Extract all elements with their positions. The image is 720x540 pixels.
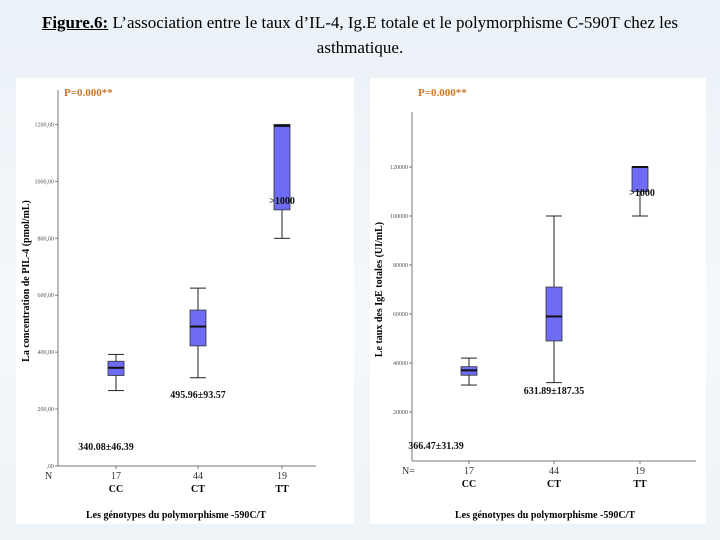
y-tick-label: 60000 xyxy=(393,312,408,318)
figure-caption: L’association entre le taux d’IL-4, Ig.E… xyxy=(108,13,679,57)
y-tick-label: 40000 xyxy=(393,361,408,367)
value-label: >1000 xyxy=(269,196,295,207)
y-tick-label: 1000,00 xyxy=(35,179,55,185)
box-ct xyxy=(189,309,207,347)
category-label: CT xyxy=(547,479,561,490)
value-label: >1000 xyxy=(629,188,655,199)
figure-title: Figure.6: L’association entre le taux d’… xyxy=(0,10,720,60)
y-tick-label: 20000 xyxy=(393,410,408,416)
n-count-label: 19 xyxy=(277,471,287,482)
y-tick-label: 600,00 xyxy=(38,293,55,299)
il4-boxplot: P=0.000** ,00 200,00 400,00 600,00 800,00 1000… xyxy=(21,87,316,521)
y-axis-label: La concentration de PIL-4 (pmol/mL) xyxy=(21,200,32,362)
y-tick-label: ,00 xyxy=(47,464,55,470)
y-tick-label: 1200,00 xyxy=(35,122,55,128)
x-axis-label: Les génotypes du polymorphisme -590C/T xyxy=(86,510,266,521)
y-axis-label: Le taux des IgE totales (UI/mL) xyxy=(374,222,385,357)
value-label: 631.89±187.35 xyxy=(524,386,585,397)
n-count-label: 19 xyxy=(635,466,645,477)
category-label: TT xyxy=(633,479,647,490)
y-tick-label: 400,00 xyxy=(38,350,55,356)
p-value-annotation: P=0.000** xyxy=(418,87,467,99)
value-label: 366.47±31.39 xyxy=(408,441,464,452)
y-tick-label: 80000 xyxy=(393,263,408,269)
il4-chart-panel: P=0.000** ,00 200,00 400,00 600,00 800,00 1000… xyxy=(16,78,354,524)
figure-label: Figure.6: xyxy=(41,13,109,32)
n-count-label: 17 xyxy=(464,466,474,477)
category-label: CC xyxy=(109,484,123,495)
box-ct xyxy=(545,286,563,342)
n-label: N= xyxy=(402,466,415,477)
ige-boxplot: P=0.000** 20000 40000 60000 80000 100000 12000… xyxy=(374,87,696,521)
box-tt xyxy=(273,124,291,211)
value-label: 495.96±93.57 xyxy=(170,390,226,401)
n-count-label: 17 xyxy=(111,471,121,482)
p-value-annotation: P=0.000** xyxy=(64,87,113,99)
n-count-label: 44 xyxy=(193,471,203,482)
n-count-label: 44 xyxy=(549,466,559,477)
x-axis-label: Les génotypes du polymorphisme -590C/T xyxy=(455,510,635,521)
y-tick-label: 100000 xyxy=(390,214,408,220)
y-tick-label: 120000 xyxy=(390,165,408,171)
n-label: N xyxy=(45,471,52,482)
y-tick-label: 200,00 xyxy=(38,407,55,413)
ige-chart-panel: P=0.000** 20000 40000 60000 80000 100000 12000… xyxy=(370,78,706,524)
category-label: CC xyxy=(462,479,476,490)
category-label: TT xyxy=(275,484,289,495)
category-label: CT xyxy=(191,484,205,495)
value-label: 340.08±46.39 xyxy=(78,442,134,453)
y-tick-label: 800,00 xyxy=(38,236,55,242)
